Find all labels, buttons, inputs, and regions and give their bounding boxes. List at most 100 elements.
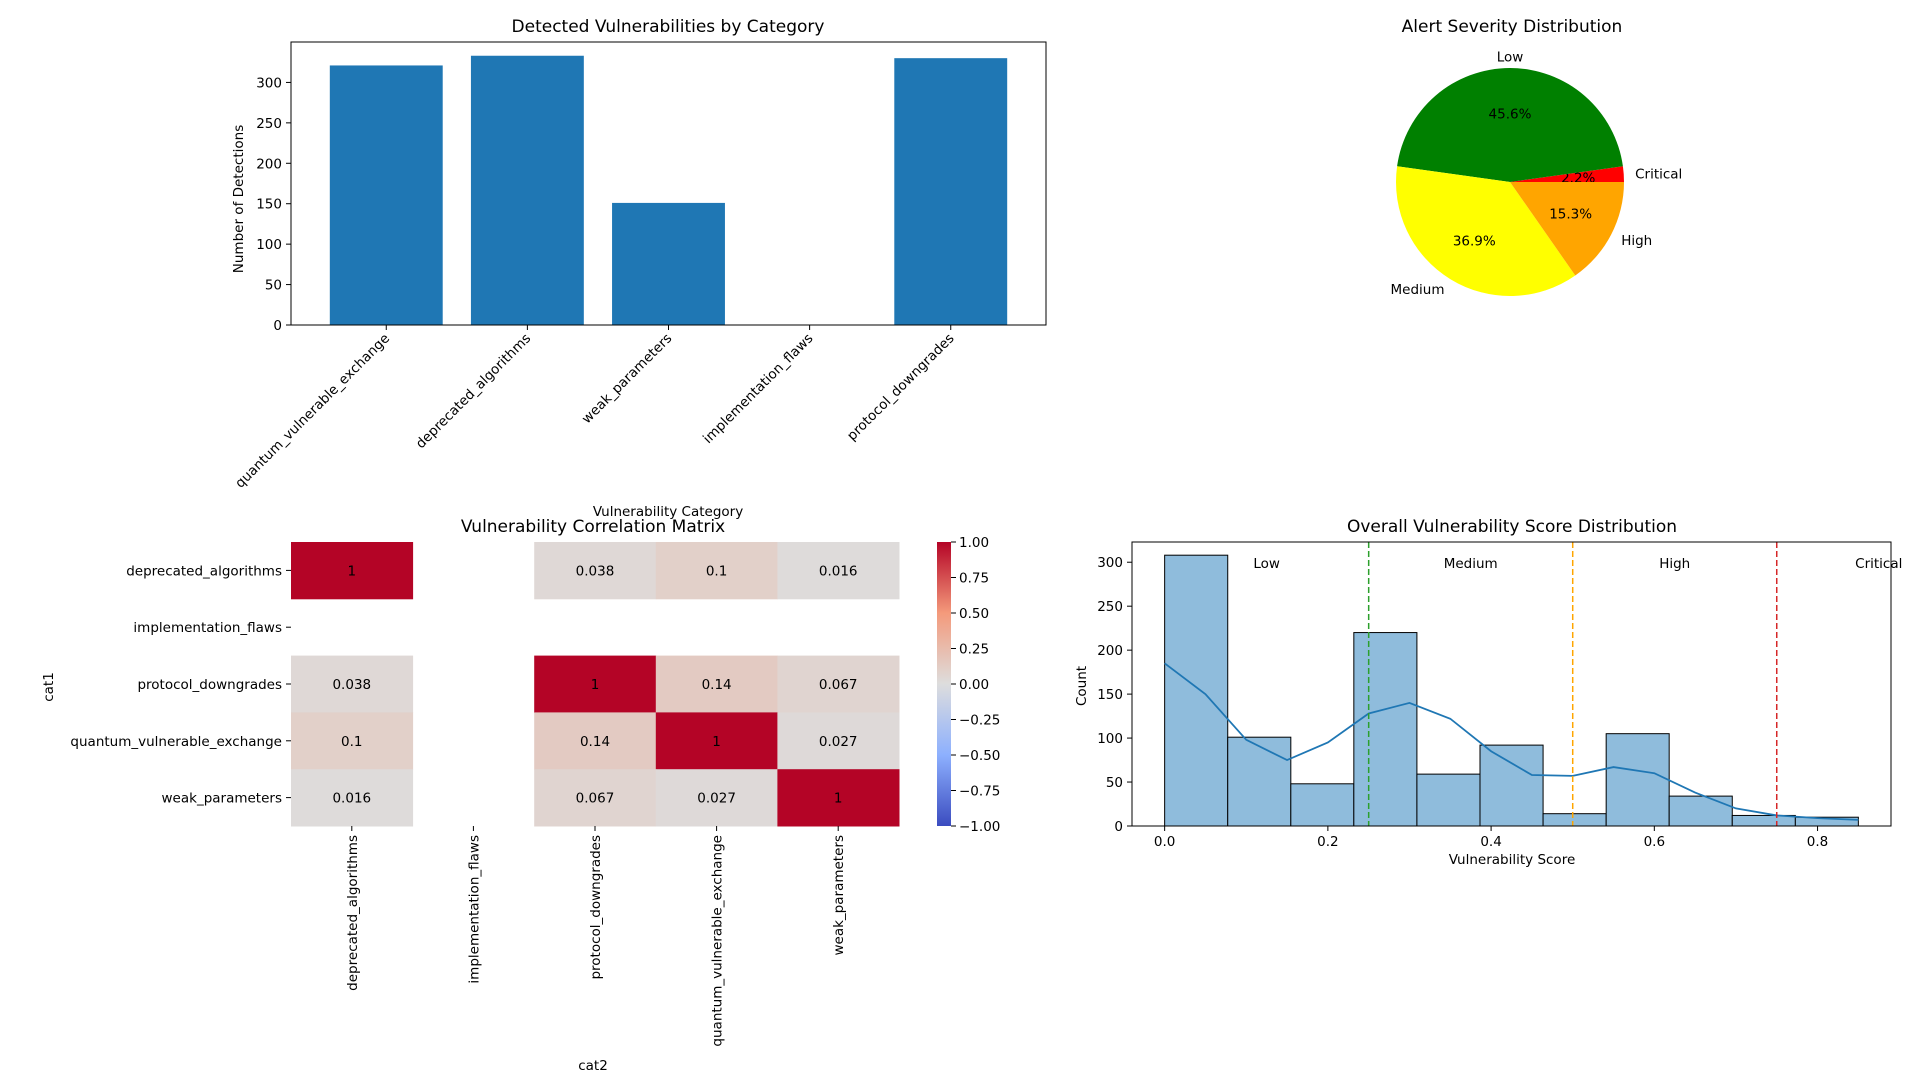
colorbar-tick-label: −0.25 xyxy=(959,713,1000,729)
bar-xtick-label: protocol_downgrades xyxy=(844,331,958,445)
histogram-xlabel: Vulnerability Score xyxy=(1449,852,1576,868)
heatmap-title: Vulnerability Correlation Matrix xyxy=(461,517,725,537)
heatmap-xlabel: cat2 xyxy=(578,1058,608,1074)
histogram-bar xyxy=(1479,744,1544,827)
heatmap-marks: 1 0.038 0.1 0.016 0.038 1 0.14 0.067 0.1 0.14 1 0.0… xyxy=(70,542,900,1047)
heatmap-cell xyxy=(534,655,657,713)
heatmap-ytick-label: deprecated_algorithms xyxy=(126,563,282,579)
heatmap-cell xyxy=(534,769,657,827)
colorbar-tick-label: 1.00 xyxy=(959,535,989,551)
heatmap-cell xyxy=(655,769,778,827)
histogram-ytick-label: 100 xyxy=(1097,731,1123,747)
colorbar-tick-label: −0.50 xyxy=(959,748,1000,764)
colorbar-tick-label: 0.00 xyxy=(959,677,989,693)
colorbar-tick-label: 0.50 xyxy=(959,606,989,622)
bar-marks xyxy=(329,55,1008,326)
bar-ytick-label: 300 xyxy=(256,75,282,91)
bar-xlabel: Vulnerability Category xyxy=(593,504,743,520)
heatmap-cell-label: 0.067 xyxy=(576,791,615,807)
histogram-ytick-label: 150 xyxy=(1097,687,1123,703)
histogram-title: Overall Vulnerability Score Distribution xyxy=(1347,517,1677,537)
bar-plot-frame xyxy=(290,41,1047,326)
histogram-bar xyxy=(1605,733,1670,827)
histogram-ytick-label: 50 xyxy=(1106,775,1123,791)
pie-slice-high xyxy=(1510,182,1624,276)
colorbar-tick-label: 0.75 xyxy=(959,571,989,587)
histogram-annotation: Low xyxy=(1253,556,1280,572)
histogram-marks: Low Medium High Critical 0.0 0.2 0.4 0.6 0.8 0 50 1… xyxy=(1097,541,1902,850)
heatmap-cell-label: 0.016 xyxy=(819,563,858,579)
bar-ytick-label: 100 xyxy=(256,237,282,253)
heatmap-cell-label: 0.14 xyxy=(580,734,610,750)
histogram-kde-line xyxy=(1164,662,1859,821)
bar-ytick-label: 150 xyxy=(256,197,282,213)
pie-label: Low xyxy=(1497,50,1524,66)
histogram-bar xyxy=(1164,554,1229,827)
histogram-bar xyxy=(1290,783,1355,827)
heatmap-cell-label: 0.14 xyxy=(702,677,732,693)
histogram-ytick-label: 250 xyxy=(1097,599,1123,615)
bar-quantum_vulnerable_exchange xyxy=(329,65,443,325)
histogram-xtick-label: 0.8 xyxy=(1807,834,1828,850)
bar-xtick-label: quantum_vulnerable_exchange xyxy=(232,331,393,492)
histogram-annotation: Critical xyxy=(1855,556,1902,572)
histogram-ytick-label: 0 xyxy=(1114,819,1123,835)
heatmap-cell-label: 0.1 xyxy=(341,734,362,750)
histogram-xtick-label: 0.4 xyxy=(1480,834,1501,850)
pie-chart: Alert Severity Distribution Critical2.2%… xyxy=(1390,17,1682,298)
heatmap-xtick-label: implementation_flaws xyxy=(466,835,482,984)
bar-weak_parameters xyxy=(612,202,725,325)
bar-ylabel: Number of Detections xyxy=(231,125,247,273)
heatmap-cell-label: 0.067 xyxy=(819,677,858,693)
colorbar-tick-label: −0.75 xyxy=(959,784,1000,800)
pie-label: Medium xyxy=(1390,282,1444,298)
histogram-bar xyxy=(1416,773,1481,827)
heatmap-cell-label: 0.027 xyxy=(819,734,858,750)
heatmap-cell-label: 0.1 xyxy=(706,563,727,579)
histogram-bar xyxy=(1227,736,1292,827)
histogram-bar xyxy=(1731,814,1796,827)
histogram-ylabel: Count xyxy=(1074,666,1090,706)
pie-pct-label: 45.6% xyxy=(1489,107,1532,123)
pie-pct-label: 15.3% xyxy=(1549,207,1592,223)
bar-xtick-label: implementation_flaws xyxy=(700,331,816,447)
bar-ytick-label: 200 xyxy=(256,156,282,172)
bar-deprecated_algorithms xyxy=(470,55,584,325)
bar-ytick-label: 250 xyxy=(256,116,282,132)
colorbar-bar xyxy=(937,542,951,826)
heatmap-cell xyxy=(777,769,900,827)
heatmap-colorbar: 1.00 0.75 0.50 0.25 0.00 −0.25 −0.50 −0.75 −1.00 xyxy=(937,535,1000,835)
pie-slice-critical xyxy=(1510,166,1624,182)
histogram-bar xyxy=(1353,632,1418,827)
heatmap-cell xyxy=(291,655,414,713)
heatmap-cell xyxy=(777,712,900,770)
heatmap-cell xyxy=(291,712,414,770)
bar-protocol_downgrades xyxy=(894,58,1008,326)
pie-label: Critical xyxy=(1635,166,1682,182)
histogram-bar xyxy=(1542,813,1607,827)
histogram-annotation: High xyxy=(1659,556,1690,572)
heatmap-cell xyxy=(777,542,900,600)
histogram-annotation: Medium xyxy=(1444,556,1498,572)
colorbar-tick-label: 0.25 xyxy=(959,642,989,658)
histogram-plot-frame xyxy=(1131,541,1892,827)
pie-label: High xyxy=(1621,233,1652,249)
heatmap-ytick-label: weak_parameters xyxy=(162,791,283,807)
heatmap-ytick-label: protocol_downgrades xyxy=(137,677,282,693)
heatmap-cell xyxy=(291,542,414,600)
bar-chart: Detected Vulnerabilities by Category qua… xyxy=(231,17,1047,520)
heatmap-cell xyxy=(655,712,778,770)
heatmap-cell xyxy=(534,542,657,600)
colorbar-tick-label: −1.00 xyxy=(959,819,1000,835)
heatmap-cell-label: 0.016 xyxy=(332,791,371,807)
heatmap-ytick-label: quantum_vulnerable_exchange xyxy=(70,734,282,750)
heatmap-ytick-label: implementation_flaws xyxy=(133,620,282,636)
heatmap-cell-label: 0.027 xyxy=(697,791,736,807)
bar-ytick-label: 50 xyxy=(265,278,282,294)
bar-ytick-label: 0 xyxy=(273,318,282,334)
pie-slice-medium xyxy=(1395,166,1576,296)
heatmap-xtick-label: quantum_vulnerable_exchange xyxy=(710,835,726,1047)
heatmap-cell-label: 1 xyxy=(712,734,721,750)
